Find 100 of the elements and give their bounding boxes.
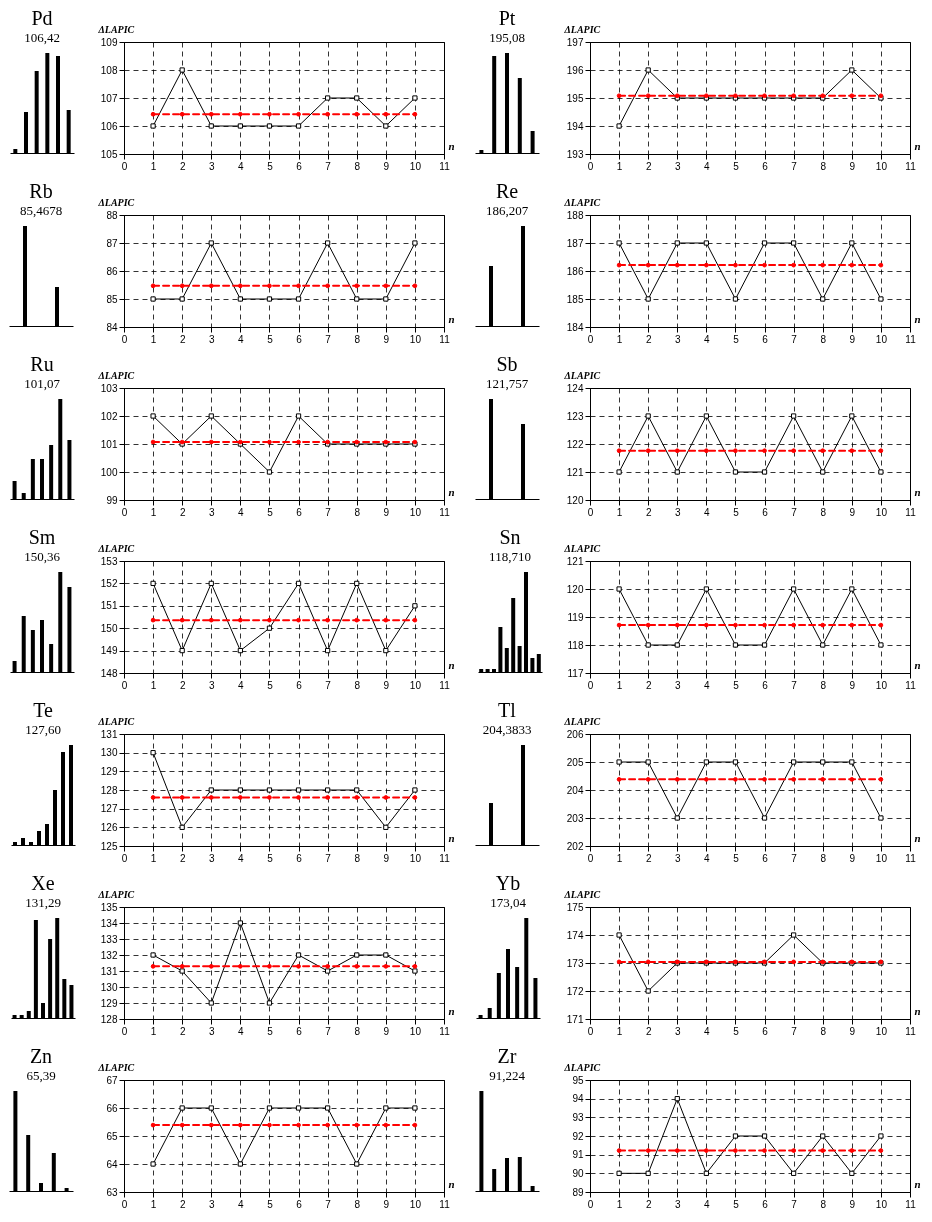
y-tick-label: 95 <box>572 1074 584 1086</box>
x-tick-label: 5 <box>267 160 274 172</box>
y-tick-label: 185 <box>566 293 584 305</box>
x-tick-label: 10 <box>409 852 422 864</box>
x-tick-label: 9 <box>849 506 856 518</box>
x-tick-label: 9 <box>383 506 390 518</box>
x-axis-title: n <box>448 485 455 498</box>
x-tick-label: 2 <box>179 679 186 691</box>
x-tick-label: 8 <box>820 852 827 864</box>
x-tick-label: 0 <box>121 160 128 172</box>
y-tick-label: 171 <box>566 1013 584 1025</box>
x-tick-label: 1 <box>150 852 157 864</box>
chart-subtitle: 85,4678 <box>19 203 63 218</box>
x-tick-label: 4 <box>704 333 711 345</box>
x-tick-label: 1 <box>150 506 157 518</box>
x-tick-label: 9 <box>849 679 856 691</box>
y-tick-label: 123 <box>566 410 584 422</box>
x-tick-label: 10 <box>875 160 888 172</box>
x-tick-label: 0 <box>587 852 594 864</box>
y-tick-label: 121 <box>566 466 584 478</box>
y-tick-label: 175 <box>566 901 584 913</box>
x-tick-label: 4 <box>238 333 245 345</box>
x-tick-label: 1 <box>616 506 623 518</box>
x-tick-label: 3 <box>674 333 681 345</box>
y-axis-title: ΔLAPIC <box>97 196 135 208</box>
x-tick-label: 8 <box>820 160 827 172</box>
x-tick-label: 7 <box>791 1198 798 1210</box>
x-tick-label: 9 <box>383 1025 390 1037</box>
y-tick-label: 129 <box>100 765 118 777</box>
chart-title: Rb <box>29 180 53 202</box>
y-tick-label: 67 <box>106 1074 118 1086</box>
x-axis-title: n <box>914 139 921 152</box>
x-axis-title: n <box>448 658 455 671</box>
y-tick-label: 118 <box>567 639 584 651</box>
x-tick-label: 7 <box>791 333 798 345</box>
y-axis-title: ΔLAPIC <box>563 23 601 35</box>
chart-title: Ru <box>30 353 54 375</box>
x-tick-label: 11 <box>439 506 451 518</box>
x-tick-label: 11 <box>905 1025 917 1037</box>
x-tick-label: 7 <box>325 333 332 345</box>
x-tick-label: 1 <box>150 1198 157 1210</box>
x-tick-label: 6 <box>296 506 303 518</box>
chart-title: Tl <box>498 699 517 721</box>
y-tick-label: 132 <box>100 949 118 961</box>
y-tick-label: 150 <box>100 622 118 634</box>
y-tick-label: 131 <box>100 965 118 977</box>
x-tick-label: 3 <box>674 852 681 864</box>
y-axis-title: ΔLAPIC <box>97 369 135 381</box>
x-tick-label: 5 <box>267 1025 274 1037</box>
x-tick-label: 11 <box>439 1025 451 1037</box>
x-tick-label: 7 <box>791 1025 798 1037</box>
x-tick-label: 8 <box>820 506 827 518</box>
x-tick-label: 11 <box>905 160 917 172</box>
x-tick-label: 3 <box>674 506 681 518</box>
x-tick-label: 1 <box>616 1198 623 1210</box>
x-tick-label: 2 <box>645 852 652 864</box>
x-tick-label: 11 <box>439 852 451 864</box>
x-tick-label: 11 <box>439 679 451 691</box>
x-tick-label: 2 <box>645 506 652 518</box>
x-tick-label: 6 <box>296 1025 303 1037</box>
x-tick-label: 0 <box>121 852 128 864</box>
x-tick-label: 6 <box>762 1025 769 1037</box>
x-tick-label: 10 <box>409 1025 422 1037</box>
y-tick-label: 187 <box>566 237 584 249</box>
x-tick-label: 3 <box>208 679 215 691</box>
y-tick-label: 105 <box>100 148 118 160</box>
y-tick-label: 84 <box>106 321 118 333</box>
y-axis-title: ΔLAPIC <box>563 1061 601 1073</box>
x-tick-label: 6 <box>296 160 303 172</box>
x-tick-label: 2 <box>645 160 652 172</box>
x-axis-title: n <box>914 1004 921 1017</box>
x-tick-label: 1 <box>616 679 623 691</box>
x-axis-title: n <box>914 831 921 844</box>
x-tick-label: 5 <box>733 160 740 172</box>
x-tick-label: 8 <box>354 333 361 345</box>
y-tick-label: 64 <box>106 1158 118 1170</box>
x-tick-label: 1 <box>616 852 623 864</box>
x-tick-label: 8 <box>354 679 361 691</box>
x-tick-label: 2 <box>179 506 186 518</box>
y-axis-title: ΔLAPIC <box>563 196 601 208</box>
chart-title: Yb <box>495 872 521 894</box>
y-tick-label: 120 <box>566 583 584 595</box>
y-tick-label: 124 <box>566 382 584 394</box>
chart-subtitle: 121,757 <box>485 376 529 391</box>
x-tick-label: 11 <box>905 506 917 518</box>
x-tick-label: 5 <box>733 506 740 518</box>
x-tick-label: 3 <box>674 1198 681 1210</box>
x-tick-label: 7 <box>325 852 332 864</box>
chart-subtitle: 91,224 <box>489 1068 526 1083</box>
x-tick-label: 7 <box>791 160 798 172</box>
x-tick-label: 5 <box>733 1198 740 1210</box>
x-tick-label: 8 <box>354 852 361 864</box>
chart-subtitle: 186,207 <box>485 203 529 218</box>
x-tick-label: 5 <box>267 333 274 345</box>
x-tick-label: 7 <box>791 679 798 691</box>
x-tick-label: 3 <box>674 679 681 691</box>
y-tick-label: 106 <box>100 120 118 132</box>
x-tick-label: 6 <box>762 852 769 864</box>
y-tick-label: 66 <box>106 1102 118 1114</box>
x-tick-label: 10 <box>875 679 888 691</box>
